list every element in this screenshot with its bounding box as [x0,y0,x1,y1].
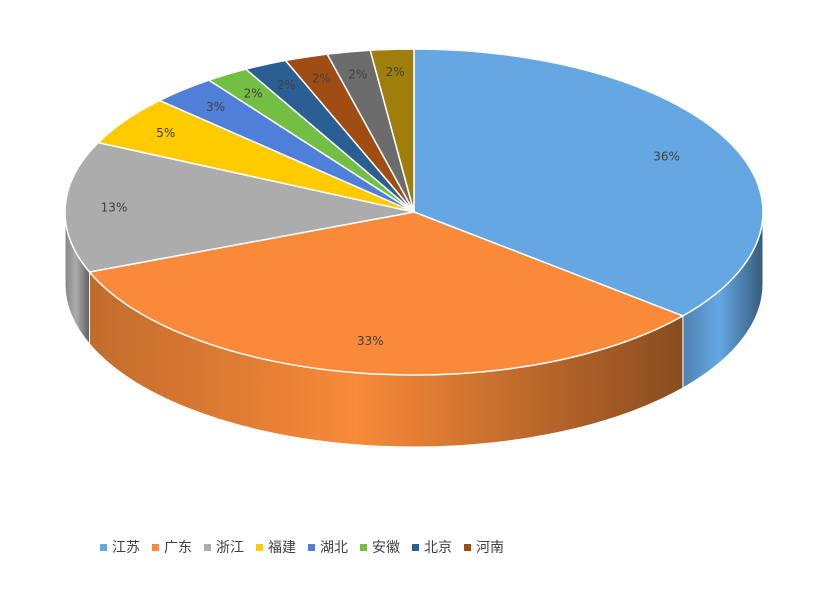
pie-label-9: 2% [386,65,405,79]
legend-label: 江苏 [112,540,140,556]
pie-label-7: 2% [312,72,331,86]
legend-label: 北京 [424,540,452,556]
legend-item-7: 河南 [464,537,504,557]
pie-slice-0 [413,48,764,317]
legend-swatch [152,543,159,551]
legend-swatch [100,543,107,551]
pie-label-3: 5% [156,126,175,140]
legend-label: 浙江 [216,540,244,556]
legend-item-6: 北京 [412,537,452,557]
legend-swatch [256,543,263,551]
legend-item-5: 安徽 [360,537,400,557]
legend-label: 河南 [476,540,504,556]
pie-label-6: 2% [277,78,296,92]
legend-item-2: 浙江 [204,537,244,557]
pie-slice-1 [88,211,684,376]
legend-item-0: 江苏 [100,537,140,557]
legend-item-1: 广东 [152,537,192,557]
pie-top-slices [64,48,764,376]
legend-label: 安徽 [372,540,400,556]
pie-label-8: 2% [348,67,367,81]
pie-label-4: 3% [206,100,225,114]
pie-slice-9 [369,48,415,213]
legend-item-4: 湖北 [308,537,348,557]
legend-swatch [464,543,471,551]
pie-label-0: 36% [653,149,680,163]
legend-swatch [360,543,367,551]
legend-swatch [308,543,315,551]
legend-label: 湖北 [320,540,348,556]
pie-label-5: 2% [244,87,263,101]
pie-label-1: 33% [357,334,384,348]
legend-swatch [204,543,211,551]
legend-swatch [412,543,419,551]
pie-label-2: 13% [101,201,128,215]
legend-label: 福建 [268,540,296,556]
pie-percent-labels: 36% 33% 13% 5% 3% 2% 2% 2% 2% 2% [101,65,680,348]
legend-label: 广东 [164,540,192,556]
pie-side-walls [64,211,764,448]
pie-slice-2 [64,141,415,273]
chart-legend: 江苏 广东 浙江 福建 湖北 安徽 北京 河南 [100,536,740,558]
legend-item-3: 福建 [256,537,296,557]
